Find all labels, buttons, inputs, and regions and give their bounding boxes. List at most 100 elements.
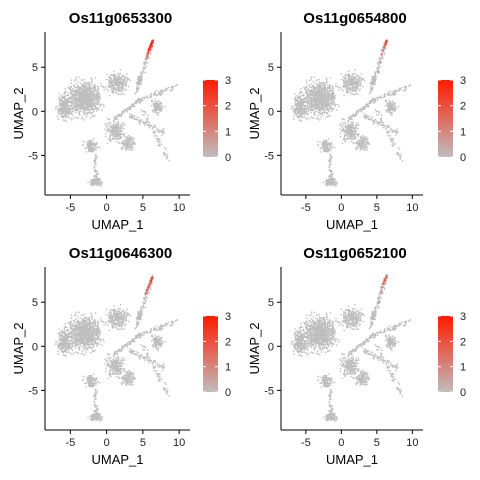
cell-point [314, 97, 317, 100]
cell-point [92, 110, 95, 113]
cell-point [360, 73, 363, 75]
cell-point [97, 177, 99, 180]
cell-point [89, 99, 91, 101]
cell-point [70, 82, 73, 84]
cell-point [97, 108, 100, 110]
cell-point [121, 93, 124, 95]
cell-point [115, 127, 117, 130]
cell-point [66, 100, 68, 103]
cell-point [124, 139, 126, 142]
cell-point [84, 95, 87, 97]
cell-point [319, 110, 321, 113]
cell-point [324, 92, 327, 94]
cell-point [93, 179, 95, 181]
cell-point [327, 93, 330, 95]
cell-point [73, 84, 75, 87]
cell-point [156, 104, 158, 107]
cell-point [351, 93, 353, 95]
cell-point [82, 84, 85, 87]
cell-point [166, 155, 169, 158]
cell-point [57, 110, 60, 112]
cell-point [164, 153, 167, 155]
y-tick-label: 5 [32, 62, 38, 74]
cell-point [105, 124, 108, 127]
cell-point [88, 100, 91, 103]
cell-point [121, 110, 124, 112]
cell-point [329, 99, 332, 102]
cell-point [331, 109, 333, 111]
cell-point [94, 158, 97, 161]
cell-point [94, 160, 96, 163]
cell-point [335, 103, 337, 106]
cell-point [59, 113, 62, 115]
cell-point [93, 166, 96, 169]
cell-point [292, 115, 295, 118]
cell-point [310, 105, 313, 108]
cell-point [144, 64, 147, 67]
cell-point [130, 137, 133, 139]
cell-point [292, 108, 294, 110]
cell-point [317, 91, 320, 94]
x-tick-label: 5 [140, 202, 146, 214]
cell-point [129, 143, 132, 145]
cell-point [140, 71, 143, 73]
cell-point [347, 127, 350, 129]
cell-point [155, 101, 158, 104]
expressing-cell-point [150, 44, 153, 48]
cell-point [96, 98, 98, 101]
legend-tick-label: 2 [225, 101, 231, 113]
cell-point [140, 72, 142, 75]
cell-point [329, 85, 332, 87]
cell-point [146, 95, 148, 97]
cell-point [66, 94, 69, 96]
cell-point [321, 105, 323, 107]
cell-point [370, 90, 372, 93]
cell-point [115, 91, 117, 94]
cell-point [389, 94, 391, 97]
cell-point [80, 79, 83, 82]
cell-point [310, 88, 313, 91]
cell-point [327, 101, 330, 103]
cell-point [356, 82, 358, 85]
cell-point [332, 88, 335, 90]
cell-point [152, 103, 154, 105]
cell-point [58, 93, 61, 95]
cell-point [409, 84, 412, 86]
cell-point [324, 116, 327, 119]
cell-point [344, 124, 347, 127]
cell-point [384, 104, 387, 107]
cell-point [391, 114, 393, 117]
cell-point [123, 135, 125, 137]
cell-point [83, 78, 85, 81]
cell-point [305, 93, 307, 95]
cell-point [117, 121, 120, 123]
cell-point [370, 89, 372, 91]
cell-point [116, 118, 119, 121]
cell-point [397, 106, 400, 108]
cell-point [121, 141, 124, 143]
cell-point [334, 185, 336, 187]
cell-point [159, 102, 161, 104]
cell-point [64, 114, 66, 117]
cell-point [152, 109, 155, 111]
cell-point [392, 102, 395, 104]
expressing-cell-point [145, 57, 148, 60]
cell-point [156, 127, 159, 130]
cell-point [319, 113, 322, 116]
cell-point [87, 140, 89, 142]
cell-point [130, 146, 133, 149]
cell-point [310, 116, 313, 118]
cell-point [116, 135, 118, 138]
cell-point [125, 76, 127, 79]
cell-point [344, 81, 346, 84]
cell-point [363, 138, 366, 140]
cell-point [123, 76, 126, 79]
cell-point [91, 144, 93, 147]
background-cells [290, 39, 412, 187]
cell-point [354, 68, 356, 71]
cell-point [390, 113, 392, 115]
cell-point [154, 93, 156, 95]
cell-point [317, 111, 320, 114]
cell-point [90, 112, 93, 115]
